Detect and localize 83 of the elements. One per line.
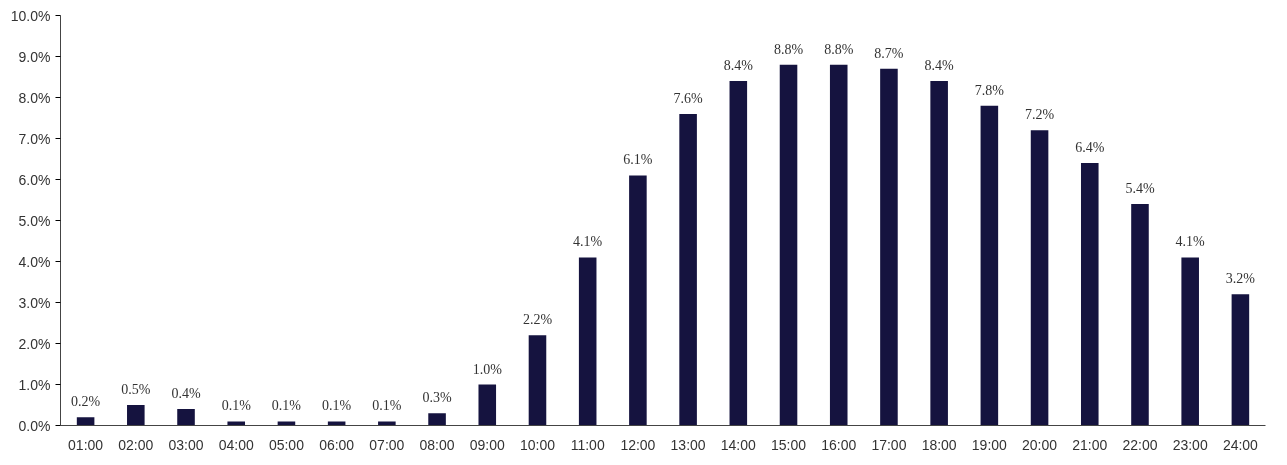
y-tick-label: 9.0% (18, 48, 51, 65)
data-label: 0.2% (71, 394, 101, 410)
bar (177, 409, 195, 426)
x-tick-label: 14:00 (720, 436, 757, 453)
data-label: 8.4% (723, 58, 754, 74)
x-tick-label: 07:00 (369, 436, 405, 453)
x-tick-label: 22:00 (1122, 436, 1158, 453)
x-tick-label: 15:00 (771, 436, 807, 453)
bar (478, 384, 497, 426)
x-tick-label: 05:00 (268, 436, 305, 453)
bar (327, 421, 346, 426)
data-label: 8.8% (824, 41, 854, 57)
bar (76, 417, 95, 426)
x-tick-label: 02:00 (118, 436, 154, 453)
x-tick-label: 18:00 (921, 436, 957, 453)
y-tick-label: 1.0% (18, 376, 51, 393)
y-tick-label: 10.0% (10, 7, 51, 24)
y-tick-label: 3.0% (18, 294, 51, 311)
data-label: 0.5% (121, 382, 151, 397)
bar (729, 81, 748, 426)
data-label: 4.1% (573, 234, 603, 250)
bar (829, 64, 848, 426)
x-tick-label: 21:00 (1072, 436, 1108, 453)
data-label: 0.1% (271, 398, 302, 414)
bar (1231, 294, 1250, 426)
data-label: 8.7% (874, 45, 904, 61)
bar (227, 421, 246, 426)
x-tick-label: 20:00 (1022, 436, 1058, 453)
data-label: 0.1% (322, 398, 352, 414)
x-tick-label: 12:00 (620, 436, 656, 453)
x-tick-label: 24:00 (1222, 436, 1259, 453)
data-label: 3.2% (1225, 271, 1256, 287)
bar (1131, 204, 1149, 426)
bar (629, 175, 647, 426)
bar (679, 113, 697, 426)
y-tick-label: 4.0% (18, 253, 51, 270)
bar (1181, 257, 1199, 426)
data-label: 8.8% (773, 41, 804, 57)
x-tick-label: 19:00 (971, 436, 1008, 453)
x-tick-label: 03:00 (168, 436, 204, 453)
x-tick-label: 08:00 (419, 436, 455, 453)
data-label: 7.2% (1024, 107, 1055, 123)
bar (980, 105, 999, 426)
data-label: 6.4% (1075, 140, 1105, 156)
data-label: 7.6% (673, 90, 704, 106)
bar (1030, 130, 1049, 426)
data-label: 0.4% (171, 386, 201, 402)
data-label: 5.4% (1125, 181, 1155, 197)
bar (428, 413, 446, 426)
data-label: 2.2% (522, 312, 553, 328)
x-tick-label: 13:00 (670, 436, 706, 453)
data-label: 7.8% (974, 82, 1005, 98)
x-tick-label: 10:00 (519, 436, 556, 453)
x-tick-label: 09:00 (469, 436, 505, 453)
y-tick-label: 6.0% (18, 171, 51, 188)
data-label: 0.1% (221, 398, 252, 414)
data-label: 8.4% (924, 58, 955, 74)
bar (277, 421, 296, 426)
y-tick-label: 7.0% (18, 130, 51, 147)
y-tick-label: 8.0% (18, 89, 51, 106)
bar (779, 64, 798, 426)
x-tick-label: 17:00 (871, 436, 907, 453)
y-tick-label: 0.0% (18, 417, 51, 434)
x-tick-label: 23:00 (1172, 436, 1208, 453)
data-label: 4.1% (1175, 234, 1206, 250)
bar (880, 68, 898, 426)
x-tick-label: 11:00 (570, 436, 605, 453)
y-tick-label: 2.0% (18, 335, 51, 352)
bar (378, 421, 396, 426)
bar (1080, 163, 1099, 426)
x-tick-label: 04:00 (218, 436, 254, 453)
bar (528, 335, 547, 426)
data-label: 0.1% (372, 398, 402, 414)
x-tick-label: 16:00 (821, 436, 857, 453)
data-label: 0.3% (422, 390, 452, 406)
data-label: 1.0% (472, 361, 503, 377)
bar (930, 81, 948, 426)
bar (578, 257, 597, 426)
data-label: 6.1% (623, 152, 653, 168)
x-tick-label: 01:00 (68, 436, 104, 453)
y-tick-label: 5.0% (18, 212, 51, 229)
bar (127, 405, 145, 426)
x-tick-label: 06:00 (319, 436, 355, 453)
